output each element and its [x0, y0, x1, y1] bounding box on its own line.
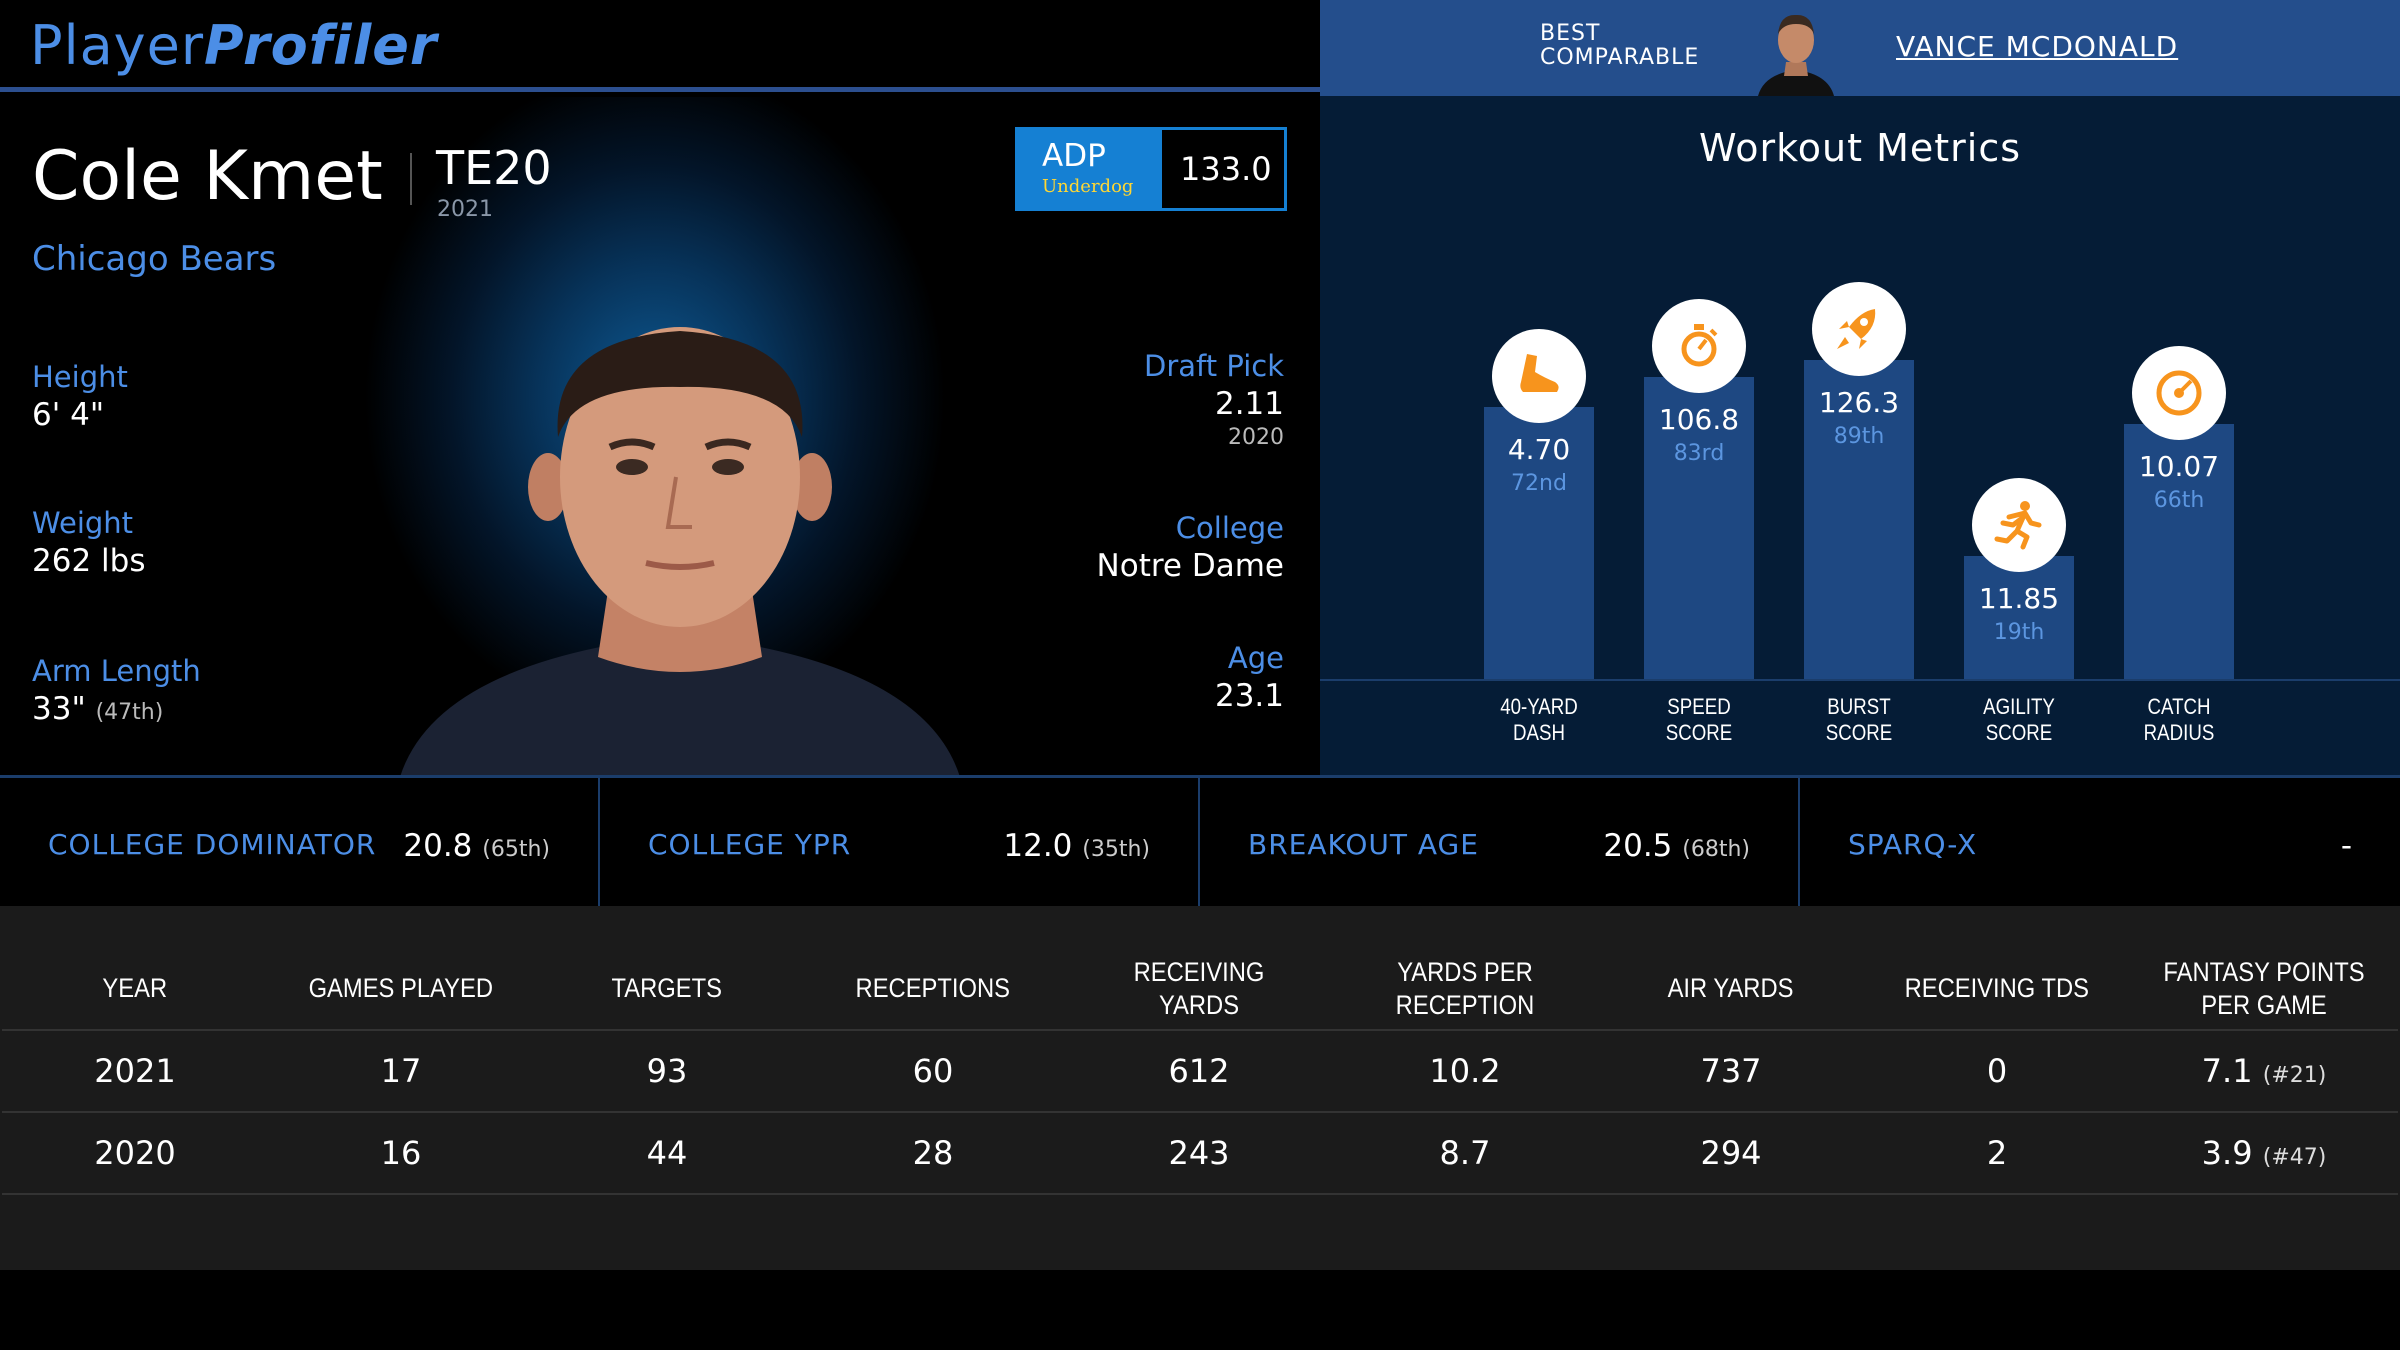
table-row: 2020 16 44 28 243 8.7 294 2 3.9 (#47) [2, 1112, 2398, 1195]
workout-bar[interactable] [2124, 424, 2234, 679]
season-stats-panel: YEAR GAMES PLAYED TARGETS RECEPTIONS REC… [0, 906, 2400, 1270]
rocket-icon [1837, 308, 1876, 349]
workout-bar-value: 4.70 [1507, 433, 1571, 467]
season-stats-table: YEAR GAMES PLAYED TARGETS RECEPTIONS REC… [2, 948, 2398, 1195]
college-label: College [1175, 511, 1284, 545]
workout-bar-label: CATCH RADIUS [2143, 694, 2215, 745]
workout-bar-percentile: 19th [1993, 619, 2045, 645]
workout-bar-value: 106.8 [1658, 402, 1740, 436]
adp-value: 133.0 [1180, 150, 1272, 188]
name-divider [410, 153, 412, 205]
height-value: 6' 4" [32, 397, 105, 433]
workout-bar-value: 126.3 [1818, 385, 1900, 419]
workout-bar[interactable] [1484, 407, 1594, 679]
player-name: Cole Kmet [32, 137, 383, 216]
comparable-avatar [1750, 4, 1842, 96]
breakout-age-stat: BREAKOUT AGE 20.5 (68th) [1200, 778, 1800, 906]
column-header[interactable]: YARDS PER RECEPTION [1332, 948, 1598, 1031]
comparable-player-link[interactable]: VANCE MCDONALD [1896, 30, 2179, 63]
workout-bar-label: BURST SCORE [1825, 694, 1893, 745]
header-bar: PlayerProfiler [0, 0, 1320, 92]
age-value: 23.1 [1214, 678, 1284, 714]
workout-bar-label: SPEED SCORE [1665, 694, 1733, 745]
best-comparable-label: BEST COMPARABLE [1540, 21, 1700, 70]
draft-pick-value: 2.11 [1214, 386, 1284, 422]
age-label: Age [1227, 641, 1284, 675]
column-header[interactable]: FANTASY POINTS PER GAME [2130, 948, 2398, 1031]
stopwatch-icon [1681, 323, 1718, 367]
workout-axis-line [1320, 679, 2400, 681]
arm-length-label: Arm Length [32, 654, 201, 688]
workout-bar-percentile: 66th [2153, 488, 2205, 514]
workout-bar-percentile: 83rd [1673, 440, 1725, 466]
arm-length-value: 33" (47th) [32, 691, 164, 727]
column-header[interactable]: RECEIVING TDS [1864, 948, 2130, 1031]
workout-metrics-title: Workout Metrics [1698, 126, 2022, 170]
column-header[interactable]: GAMES PLAYED [268, 948, 534, 1031]
column-header[interactable]: YEAR [2, 948, 268, 1031]
adp-badge: ADP Underdog 133.0 [1015, 127, 1287, 211]
workout-bar-percentile: 72nd [1511, 471, 1567, 497]
workout-bar-value: 11.85 [1978, 581, 2060, 615]
college-ypr-stat: COLLEGE YPR 12.0 (35th) [600, 778, 1200, 906]
shoe-icon [1520, 354, 1559, 393]
table-row: 2021 17 93 60 612 10.2 737 0 7.1 (#21) [2, 1030, 2398, 1113]
stopwatch-icon-badge [1652, 298, 1746, 393]
target-icon [2156, 370, 2202, 416]
playerprofiler-logo[interactable]: PlayerProfiler [30, 14, 438, 77]
position-rank-year: 2021 [437, 197, 493, 222]
column-header[interactable]: AIR YARDS [1598, 948, 1864, 1031]
draft-pick-label: Draft Pick [1144, 349, 1284, 383]
workout-bar[interactable] [1964, 555, 2074, 679]
player-profile-panel: Cole Kmet TE20 2021 Chicago Bears Height… [0, 97, 1320, 777]
sparq-x-stat: SPARQ-X - [1848, 828, 2352, 864]
college-stats-row: COLLEGE DOMINATOR 20.8 (65th) COLLEGE YP… [0, 775, 2400, 906]
college-value: Notre Dame [1096, 548, 1284, 584]
position-rank: TE20 [436, 141, 552, 195]
workout-bar-percentile: 89th [1833, 423, 1885, 449]
column-header[interactable]: RECEIVING YARDS [1066, 948, 1332, 1031]
rocket-icon-badge [1812, 281, 1906, 376]
column-header[interactable]: RECEPTIONS [800, 948, 1066, 1031]
player-headshot [400, 327, 960, 777]
team-link[interactable]: Chicago Bears [32, 239, 277, 279]
workout-metrics-panel: Workout Metrics 4.70 72nd 40-YARD DASH 106.8… [1320, 96, 2400, 775]
weight-label: Weight [32, 506, 134, 540]
college-dominator-stat: COLLEGE DOMINATOR 20.8 (65th) [0, 778, 600, 906]
workout-bar-value: 10.07 [2138, 450, 2220, 484]
workout-bar-label: 40-YARD DASH [1500, 694, 1578, 745]
workout-bar[interactable] [1644, 376, 1754, 679]
weight-value: 262 lbs [32, 543, 146, 579]
runner-icon-badge [1972, 477, 2066, 572]
target-icon-badge [2132, 346, 2226, 441]
adp-label: ADP [1042, 138, 1106, 174]
height-label: Height [32, 360, 128, 394]
workout-bar-label: AGILITY SCORE [1983, 694, 2055, 745]
workout-bar[interactable] [1804, 359, 1914, 679]
draft-pick-year: 2020 [1228, 425, 1284, 450]
best-comparable-bar: BEST COMPARABLE VANCE MCDONALD [1320, 0, 2400, 96]
column-header[interactable]: TARGETS [534, 948, 800, 1031]
shoe-icon-badge [1492, 329, 1586, 424]
table-header-row: YEAR GAMES PLAYED TARGETS RECEPTIONS REC… [2, 948, 2398, 1031]
adp-source: Underdog [1042, 176, 1134, 197]
runner-icon [1994, 500, 2042, 550]
